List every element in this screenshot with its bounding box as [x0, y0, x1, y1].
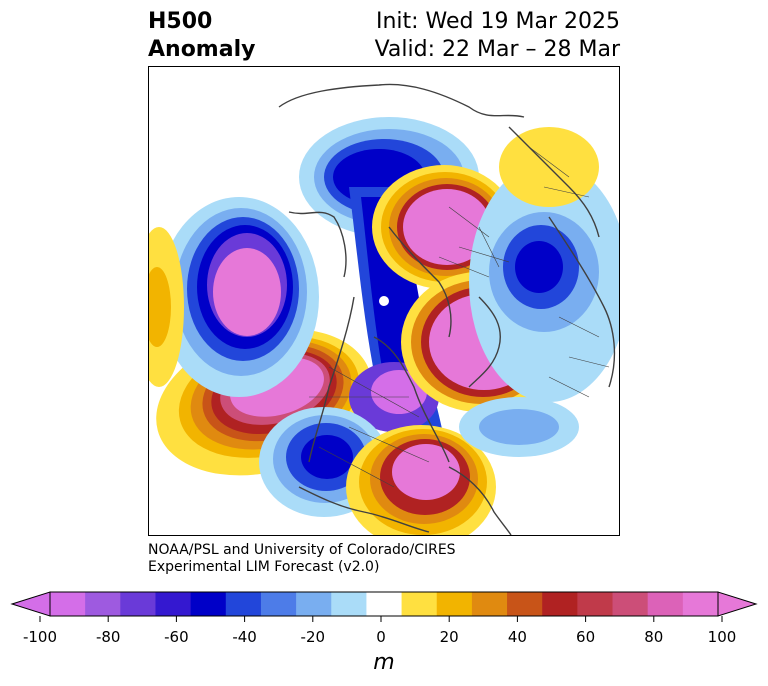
colorbar-cell — [647, 592, 684, 616]
colorbar-cell — [331, 592, 367, 616]
colorbar — [10, 591, 758, 622]
colorbar-cell — [577, 592, 614, 616]
forecast-dates: Init: Wed 19 Mar 2025 Valid: 22 Mar – 28… — [375, 8, 620, 64]
credit-line2: Experimental LIM Forecast (v2.0) — [148, 559, 380, 575]
coastlines — [278, 83, 616, 535]
colorbar-cell — [296, 592, 332, 616]
colorbar-cell — [50, 592, 86, 616]
colorbar-ticks — [39, 616, 723, 622]
colorbar-cell — [612, 592, 649, 616]
colorbar-tick-label: 0 — [376, 628, 386, 646]
colorbar-cell — [401, 592, 438, 616]
borders — [309, 146, 610, 488]
colorbar-cell — [507, 592, 543, 616]
colorbar-tick-label: 40 — [507, 628, 527, 646]
valid-range: Valid: 22 Mar – 28 Mar — [374, 37, 620, 62]
colorbar-extend-high — [717, 591, 758, 617]
anomaly-field — [149, 83, 619, 535]
colorbar-tick-label: 100 — [707, 628, 737, 646]
colorbar-cell — [85, 592, 121, 616]
colorbar-tick-label: -80 — [95, 628, 121, 646]
colorbar-tick-label: -100 — [22, 628, 58, 646]
colorbar-cell — [120, 592, 156, 616]
map-title: H500 Anomaly — [148, 8, 255, 64]
colorbar-cell — [542, 592, 578, 616]
title-variable: H500 — [148, 9, 213, 34]
colorbar-cell — [190, 592, 227, 616]
colorbar-tick-label: 80 — [644, 628, 664, 646]
colorbar-cell — [682, 592, 719, 616]
anomaly-low-europe — [469, 162, 619, 402]
title-type: Anomaly — [148, 37, 256, 62]
colorbar-cell — [471, 592, 508, 616]
colorbar-cell — [225, 592, 262, 616]
colorbar-unit: m — [373, 650, 395, 675]
colorbar-cell — [366, 592, 403, 616]
colorbar-cell — [155, 592, 192, 616]
credit-line1: NOAA/PSL and University of Colorado/CIRE… — [148, 542, 456, 558]
credit-text: NOAA/PSL and University of Colorado/CIRE… — [148, 542, 456, 576]
colorbar-tick-label: -60 — [164, 628, 189, 646]
anomaly-low-west — [159, 197, 319, 397]
north-pole-marker — [379, 296, 389, 306]
init-date: Init: Wed 19 Mar 2025 — [375, 9, 620, 34]
colorbar-tick-label: -20 — [300, 628, 326, 646]
anomaly-high-southeast — [346, 425, 496, 535]
colorbar-cell — [436, 592, 473, 616]
colorbar-cell — [260, 592, 297, 616]
colorbar-tick-label: 60 — [576, 628, 596, 646]
colorbar-outline — [49, 591, 719, 617]
colorbar-tick-label: -40 — [232, 628, 257, 646]
colorbar-cells — [50, 592, 719, 616]
polar-map — [148, 66, 620, 536]
colorbar-extend-low — [10, 591, 51, 617]
colorbar-tick-label: 20 — [439, 628, 459, 646]
